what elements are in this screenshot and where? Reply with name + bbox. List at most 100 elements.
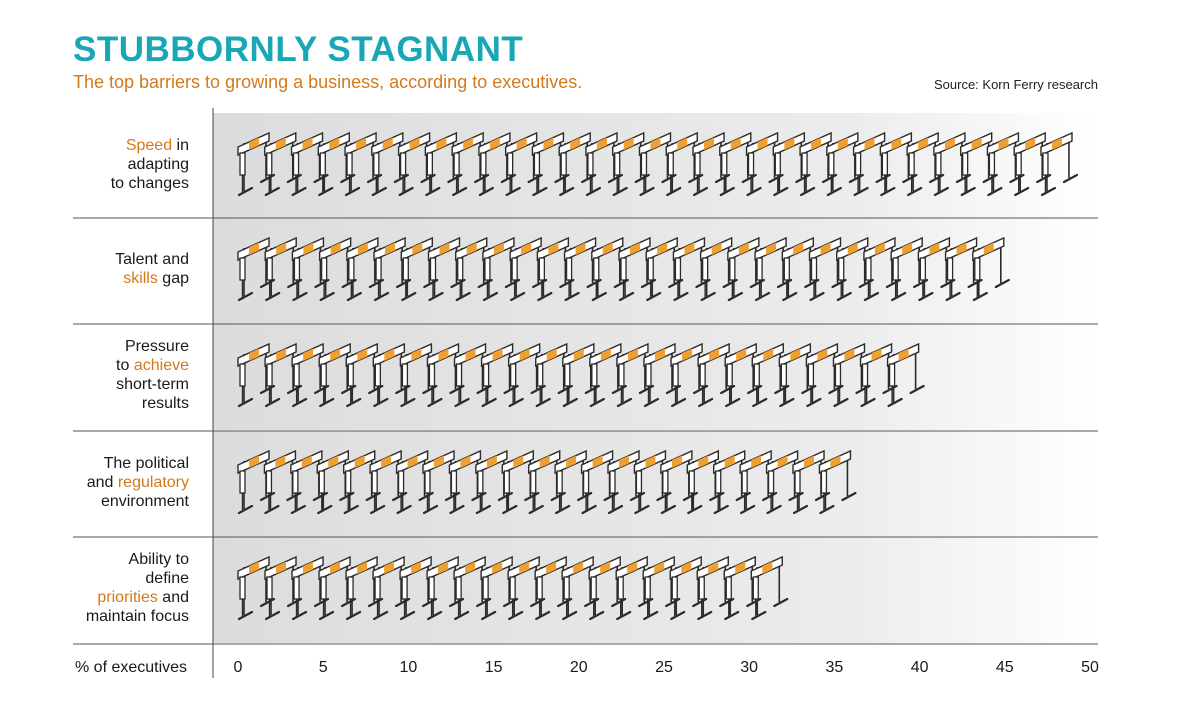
hurdle-icon (818, 449, 857, 515)
hurdle-icon (399, 555, 438, 621)
x-tick-label: 25 (655, 659, 673, 676)
hurdle-icon (453, 555, 492, 621)
hurdle-icon (264, 555, 303, 621)
hurdle-icon (400, 236, 439, 302)
hurdle-icon (585, 131, 624, 197)
hurdle-icon (478, 131, 516, 197)
hurdle-icon (561, 555, 600, 621)
hurdle-icon (719, 131, 757, 197)
x-tick-label: 30 (740, 659, 759, 676)
hurdle-icon (799, 131, 838, 197)
bar-2 (237, 236, 1010, 302)
hurdle-icon (426, 555, 465, 621)
x-tick-label: 10 (399, 659, 418, 676)
hurdle-icon (264, 342, 303, 408)
hurdle-icon (372, 555, 411, 621)
hurdle-icon (1040, 131, 1079, 197)
hurdle-icon (607, 449, 646, 515)
hurdle-icon (504, 131, 543, 197)
hurdle-icon (879, 131, 918, 197)
row-background (213, 431, 1098, 537)
hurdle-icon (589, 342, 627, 408)
hurdle-icon (291, 236, 330, 302)
hurdle-icon (750, 555, 789, 621)
chart-title: STUBBORNLY STAGNANT (73, 30, 524, 69)
hurdle-icon (475, 449, 513, 515)
hurdle-icon (372, 342, 411, 408)
hurdle-icon (792, 449, 831, 515)
hurdle-icon (1013, 131, 1052, 197)
hurdle-icon (535, 342, 573, 408)
hurdle-icon (944, 236, 983, 302)
x-tick-label: 20 (569, 659, 588, 676)
hurdle-icon (237, 555, 276, 621)
hurdle-icon (745, 131, 784, 197)
hurdle-icon (972, 236, 1010, 302)
hurdle-icon (832, 342, 871, 408)
row-background (213, 324, 1098, 430)
row-background (213, 537, 1098, 643)
category-label: Pressure to achieve short-term results (116, 338, 189, 412)
hurdle-icon (426, 342, 465, 408)
x-tick-label: 40 (910, 659, 929, 676)
hurdle-icon (754, 236, 793, 302)
bar-1 (237, 131, 1079, 197)
hurdle-icon (612, 131, 650, 197)
hurdle-icon (422, 449, 461, 515)
hurdle-icon (346, 236, 384, 302)
hurdle-icon (344, 131, 383, 197)
category-label: The political and regulatory environment (86, 454, 189, 510)
hurdle-icon (692, 131, 731, 197)
x-tick-label: 0 (233, 659, 243, 676)
hurdle-icon (345, 555, 384, 621)
hurdle-icon (290, 131, 329, 197)
hurdle-icon (739, 449, 778, 515)
hurdle-icon (373, 236, 412, 302)
x-tick-label: 45 (995, 659, 1014, 676)
hurdle-icon (959, 131, 998, 197)
hurdle-icon (836, 236, 874, 302)
hurdle-icon (808, 236, 847, 302)
hurdle-icon (727, 236, 765, 302)
hurdle-icon (886, 342, 925, 408)
hurdle-icon (778, 342, 817, 408)
hurdle-icon (645, 236, 684, 302)
hurdle-icon (723, 555, 762, 621)
x-tick-label: 50 (1081, 659, 1099, 676)
hurdle-icon (424, 131, 463, 197)
hurdle-icon (558, 131, 597, 197)
hurdle-icon (528, 449, 566, 515)
hurdle-icon (588, 555, 627, 621)
hurdle-icon (534, 555, 573, 621)
category-label: Talent and skills gap (115, 251, 189, 287)
hurdle-icon (686, 449, 725, 515)
hurdle-icon (563, 236, 602, 302)
x-tick-label: 5 (318, 659, 328, 676)
hurdle-icon (591, 236, 629, 302)
hurdle-icon (343, 449, 381, 515)
hurdle-icon (670, 342, 709, 408)
hurdle-icon (643, 342, 682, 408)
hurdle-icon (665, 131, 704, 197)
hurdle-icon (805, 342, 844, 408)
category-label: Speed in adapting to changes (110, 136, 189, 192)
category-label: Ability to define priorities and maintain f… (85, 551, 189, 625)
x-tick-label: 35 (825, 659, 844, 676)
hurdle-icon (451, 131, 490, 197)
hurdle-icon (482, 236, 521, 302)
bar-3 (237, 342, 925, 408)
hurdle-icon (264, 236, 303, 302)
hurdle-icon (455, 236, 493, 302)
hurdle-icon (427, 236, 466, 302)
hurdle-icon (986, 131, 1025, 197)
hurdle-icon (638, 131, 677, 197)
hurdle-icon (772, 131, 811, 197)
hurdle-icon (371, 131, 409, 197)
hurdle-icon (397, 131, 436, 197)
row-background (213, 113, 1098, 219)
hurdle-icon (264, 131, 302, 197)
row-background (213, 218, 1098, 324)
hurdle-icon (318, 342, 357, 408)
hurdle-icon (618, 236, 657, 302)
